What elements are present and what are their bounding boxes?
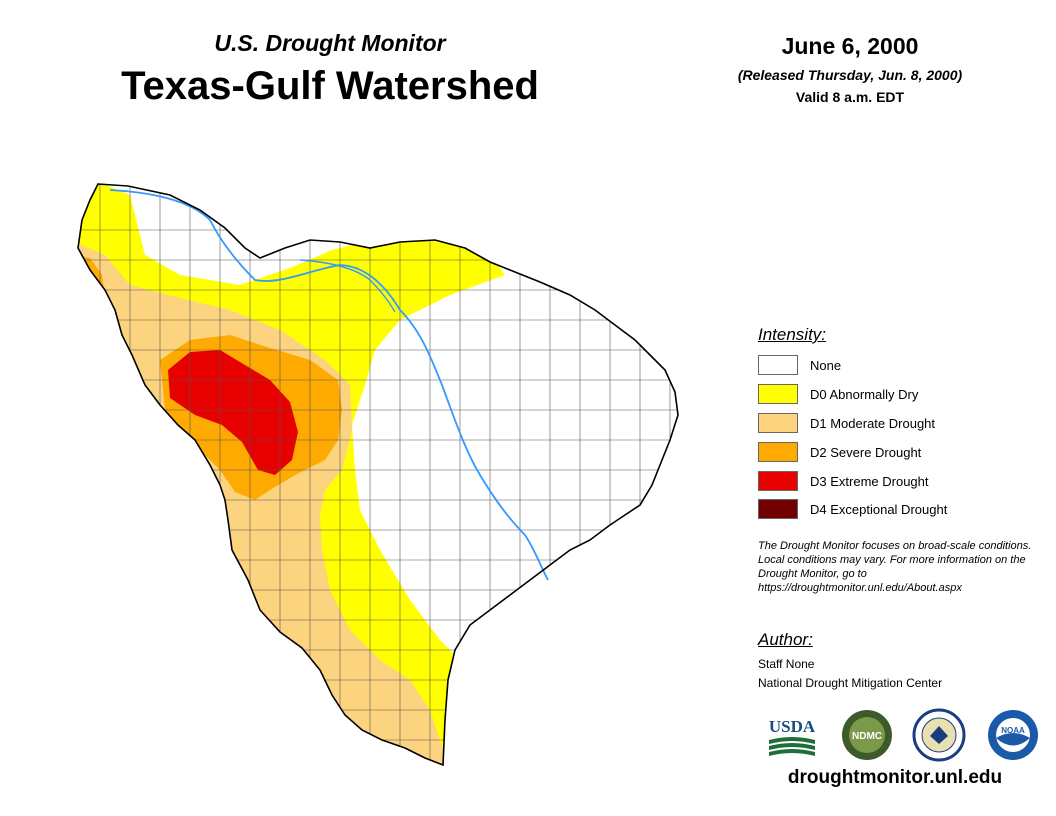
legend-item-none: None xyxy=(758,354,841,376)
map-date: June 6, 2000 xyxy=(781,33,919,59)
legend-item-d4: D4 Exceptional Drought xyxy=(758,498,947,520)
legend-title: Intensity: xyxy=(758,325,827,344)
usda-logo-text: USDA xyxy=(769,717,816,736)
disclaimer-note: The Drought Monitor focuses on broad-sca… xyxy=(758,540,1032,594)
river-red xyxy=(109,189,549,581)
legend-item-d3: D3 Extreme Drought xyxy=(758,470,929,492)
legend-item-d1: D1 Moderate Drought xyxy=(758,412,935,434)
legend-swatch xyxy=(758,499,798,519)
author-organization: National Drought Mitigation Center xyxy=(758,676,943,690)
noaa-logo-icon: NOAA xyxy=(988,710,1038,760)
website-link[interactable]: droughtmonitor.unl.edu xyxy=(787,767,1003,788)
author-title: Author: xyxy=(758,630,813,649)
noaa-logo-text: NOAA xyxy=(1001,726,1025,735)
commerce-seal-icon xyxy=(912,708,966,762)
legend-item-d2: D2 Severe Drought xyxy=(758,441,921,463)
river-secondary xyxy=(299,259,396,313)
legend-swatch xyxy=(758,355,798,375)
legend-swatch xyxy=(758,471,798,491)
legend-label: D0 Abnormally Dry xyxy=(810,386,919,402)
ndmc-logo-icon: NDMC xyxy=(842,710,892,760)
county-lines xyxy=(78,184,678,765)
ndmc-logo-text: NDMC xyxy=(852,731,882,742)
legend-swatch xyxy=(758,384,798,404)
legend-label: D3 Extreme Drought xyxy=(810,473,929,489)
author-name: Staff None xyxy=(758,657,815,671)
usda-logo-icon: USDA xyxy=(769,717,816,756)
map-title: Texas-Gulf Watershed xyxy=(121,64,539,108)
legend-item-d0: D0 Abnormally Dry xyxy=(758,383,918,405)
valid-time: Valid 8 a.m. EDT xyxy=(795,89,905,105)
legend-label: D4 Exceptional Drought xyxy=(810,501,948,517)
legend-label: D1 Moderate Drought xyxy=(810,415,936,431)
drought-map xyxy=(77,183,679,767)
map-subtitle: U.S. Drought Monitor xyxy=(214,30,446,56)
watershed-outline xyxy=(77,183,679,767)
legend-label: D2 Severe Drought xyxy=(810,444,922,460)
d3-region xyxy=(168,350,298,475)
legend-swatch xyxy=(758,413,798,433)
legend-label: None xyxy=(810,357,842,373)
legend-swatch xyxy=(758,442,798,462)
release-date: (Released Thursday, Jun. 8, 2000) xyxy=(737,67,963,83)
